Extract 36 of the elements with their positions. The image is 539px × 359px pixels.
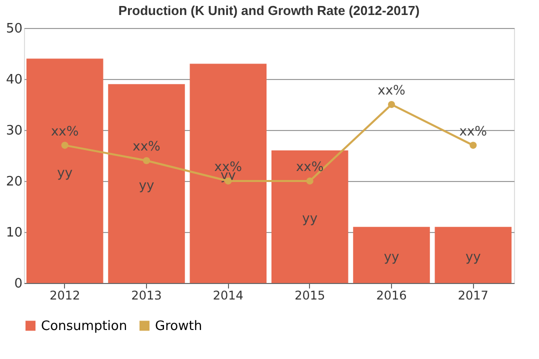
x-tick-label: 2013 — [131, 288, 162, 302]
bar — [26, 58, 104, 283]
point — [61, 142, 68, 149]
data-label: xx% — [459, 124, 488, 140]
y-tick-label: 0 — [14, 276, 22, 292]
y-tick-label: 20 — [6, 174, 22, 190]
y-tick-label: 10 — [6, 226, 22, 240]
data-label: xx% — [132, 140, 160, 155]
x-tick-label: 2017 — [458, 288, 488, 302]
bar — [108, 84, 185, 283]
data-label: xx% — [50, 124, 79, 140]
x-tick-label: 2012 — [50, 288, 80, 302]
point — [142, 157, 150, 164]
x-tick-label: 2015 — [294, 288, 326, 302]
data-label: yy — [465, 250, 482, 265]
legend-label: Consumption — [41, 318, 128, 334]
bar — [353, 226, 430, 283]
chart-title: Production (K Unit) and Growth Rate (2012-2017) — [118, 3, 420, 18]
data-label: yy — [384, 250, 400, 265]
point — [470, 142, 477, 149]
y-tick-label: 40 — [6, 72, 22, 88]
data-label: yy — [57, 166, 73, 181]
bar — [434, 226, 512, 283]
x-tick-label: 2014 — [212, 288, 244, 302]
y-tick-label: 30 — [6, 124, 22, 138]
point — [306, 177, 314, 185]
data-label: yy — [302, 212, 318, 227]
point — [388, 100, 396, 108]
bar — [190, 64, 267, 283]
data-label: xx% — [296, 160, 324, 175]
legend-label: Growth — [155, 318, 202, 334]
y-tick-label: 50 — [6, 22, 22, 36]
x-tick-label: 2016 — [376, 288, 407, 302]
data-label: xx% — [378, 84, 406, 98]
bar — [271, 150, 348, 283]
data-label: yy — [138, 178, 154, 194]
